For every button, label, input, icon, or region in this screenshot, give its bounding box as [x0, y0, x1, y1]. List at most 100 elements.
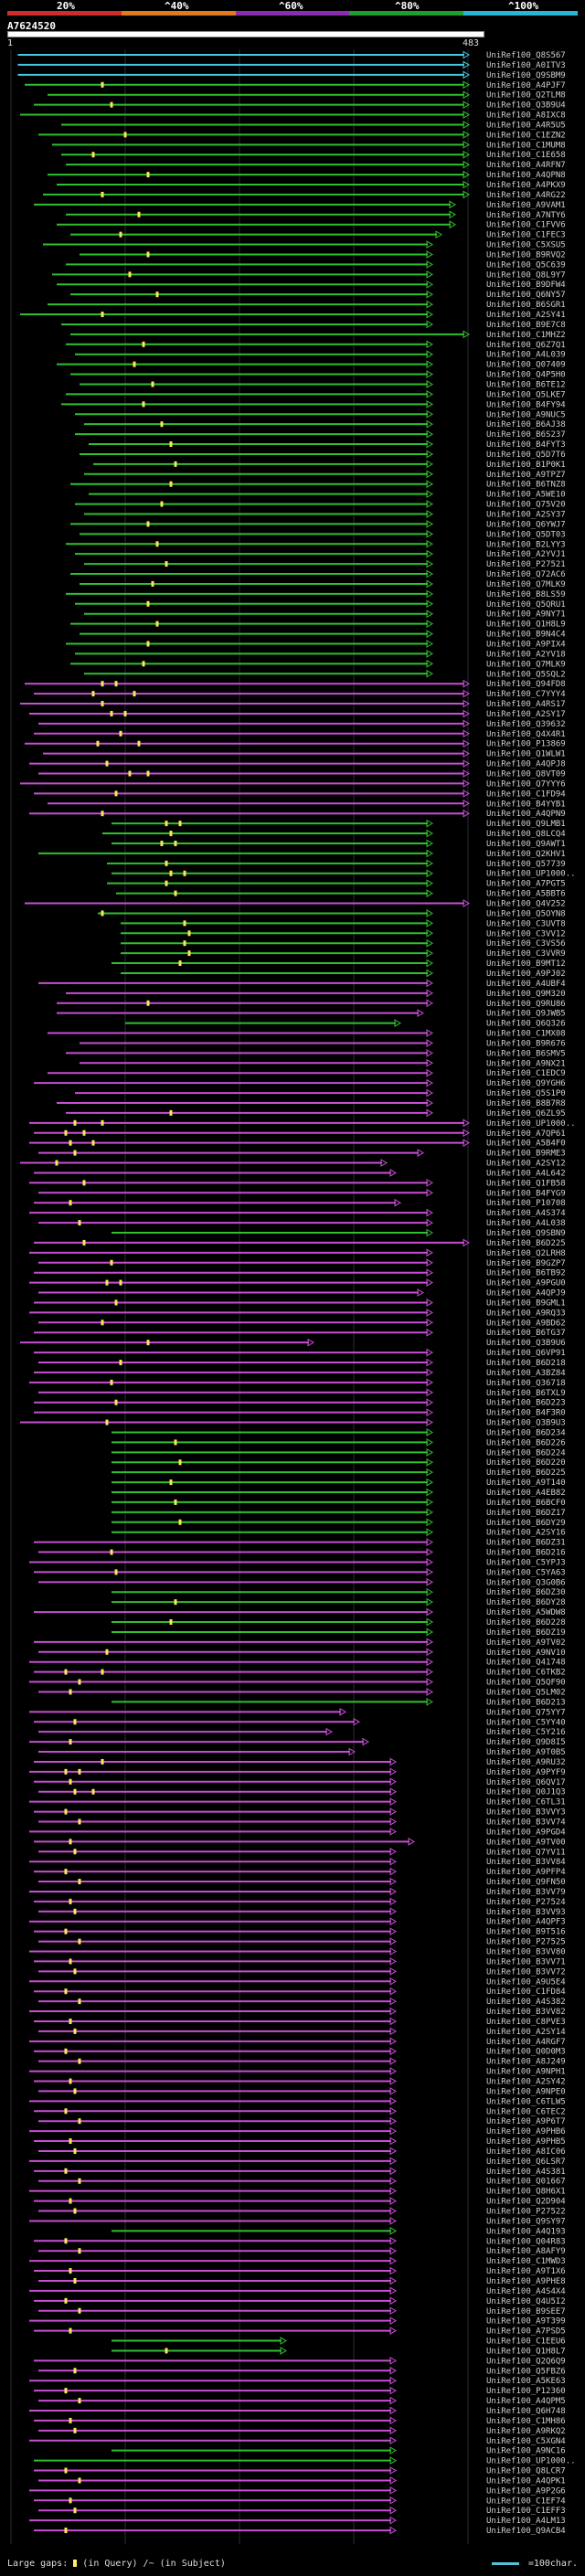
- hit-label[interactable]: UniRef100_A4QPN9: [486, 810, 566, 819]
- hit-row[interactable]: UniRef100_B6D216: [38, 1548, 566, 1558]
- hit-label[interactable]: UniRef100_A5WDW8: [486, 1608, 566, 1617]
- hit-label[interactable]: UniRef100_A4RG22: [486, 191, 566, 200]
- hit-label[interactable]: UniRef100_Q39632: [486, 720, 566, 729]
- hit-row[interactable]: UniRef100_A9P2G6: [29, 2486, 566, 2496]
- hit-label[interactable]: UniRef100_B6S237: [486, 430, 566, 440]
- hit-row[interactable]: UniRef100_A2SY17: [29, 709, 566, 719]
- hit-row[interactable]: UniRef100_Q8VT09: [38, 769, 566, 779]
- hit-row[interactable]: UniRef100_Q2KHV1: [38, 849, 566, 859]
- hit-label[interactable]: UniRef100_A7QP61: [486, 1129, 566, 1139]
- hit-row[interactable]: UniRef100_B9GML1: [34, 1299, 566, 1308]
- hit-row[interactable]: UniRef100_Q9SBN9: [112, 1228, 566, 1238]
- hit-row[interactable]: UniRef100_A2SY12: [20, 1159, 566, 1169]
- hit-row[interactable]: UniRef100_A9TPZ7: [84, 470, 566, 480]
- hit-label[interactable]: UniRef100_C1EF74: [486, 2496, 566, 2506]
- hit-row[interactable]: UniRef100_A9TV00: [34, 1837, 566, 1847]
- hit-row[interactable]: UniRef100_Q9ACB4: [34, 2526, 566, 2536]
- hit-label[interactable]: UniRef100_B6TE12: [486, 380, 566, 389]
- hit-label[interactable]: UniRef100_Q9ACB4: [486, 2527, 566, 2536]
- hit-row[interactable]: UniRef100_B4FY94: [61, 399, 566, 409]
- hit-label[interactable]: UniRef100_Q75YY7: [486, 1708, 566, 1717]
- hit-label[interactable]: UniRef100_A4QPK1: [486, 2476, 566, 2486]
- hit-label[interactable]: UniRef100_B9N4C4: [486, 631, 566, 640]
- hit-label[interactable]: UniRef100_B9RVQ2: [486, 250, 566, 260]
- hit-row[interactable]: UniRef100_B8LS59: [66, 589, 566, 599]
- hit-label[interactable]: UniRef100_Q9M320: [486, 990, 566, 999]
- hit-row[interactable]: UniRef100_Q9SY97: [29, 2217, 566, 2226]
- hit-row[interactable]: UniRef100_Q57739: [107, 859, 566, 869]
- hit-label[interactable]: UniRef100_Q72AC6: [486, 570, 566, 579]
- hit-label[interactable]: UniRef100_A5BBT6: [486, 890, 566, 899]
- hit-label[interactable]: UniRef100_B8B7R8: [486, 1099, 566, 1108]
- hit-row[interactable]: UniRef100_P13869: [25, 739, 566, 749]
- hit-row[interactable]: UniRef100_A9NUC5: [75, 409, 566, 419]
- hit-row[interactable]: UniRef100_UP1000..: [29, 1118, 576, 1129]
- hit-row[interactable]: UniRef100_P12360: [34, 2386, 566, 2396]
- hit-label[interactable]: UniRef100_C1FVV6: [486, 221, 566, 230]
- hit-label[interactable]: UniRef100_A9T140: [486, 1479, 566, 1488]
- hit-label[interactable]: UniRef100_Q5LKE7: [486, 390, 566, 399]
- hit-row[interactable]: UniRef100_A4QPN8: [48, 170, 566, 180]
- hit-label[interactable]: UniRef100_B6DZ31: [486, 1539, 566, 1548]
- hit-label[interactable]: UniRef100_UP1000..: [486, 1119, 576, 1129]
- hit-row[interactable]: UniRef100_A9PIX4: [66, 640, 566, 649]
- hit-label[interactable]: UniRef100_A4R5U5: [486, 121, 566, 130]
- hit-row[interactable]: UniRef100_Q5LKE7: [66, 390, 566, 399]
- hit-row[interactable]: UniRef100_Q39632: [38, 719, 566, 729]
- hit-label[interactable]: UniRef100_A9P2G6: [486, 2486, 566, 2496]
- hit-row[interactable]: UniRef100_Q6H748: [29, 2406, 566, 2416]
- hit-label[interactable]: UniRef100_Q9SBM9: [486, 71, 566, 80]
- hit-row[interactable]: UniRef100_A9NY71: [84, 610, 566, 620]
- hit-row[interactable]: UniRef100_C1EEU6: [112, 2337, 566, 2347]
- hit-row[interactable]: UniRef100_Q5SQL2: [84, 669, 566, 679]
- hit-row[interactable]: UniRef100_B8B7R8: [57, 1098, 566, 1108]
- hit-row[interactable]: UniRef100_A9PGU0: [29, 1278, 566, 1288]
- hit-label[interactable]: UniRef100_B9MT12: [486, 959, 566, 969]
- hit-label[interactable]: UniRef100_B3VV80: [486, 1948, 566, 1957]
- hit-label[interactable]: UniRef100_Q8LCQ4: [486, 830, 566, 839]
- hit-label[interactable]: UniRef100_Q8VT09: [486, 770, 566, 779]
- hit-row[interactable]: UniRef100_Q0D0M3: [34, 2047, 566, 2057]
- hit-row[interactable]: UniRef100_B3VV72: [38, 1966, 566, 1977]
- hit-row[interactable]: UniRef100_A7QP61: [34, 1129, 566, 1139]
- hit-label[interactable]: UniRef100_A4LM13: [486, 2517, 566, 2526]
- hit-row[interactable]: UniRef100_B6D224: [112, 1447, 566, 1458]
- hit-row[interactable]: UniRef100_Q9SBM9: [17, 70, 566, 80]
- hit-label[interactable]: UniRef100_A9NPH1: [486, 2068, 566, 2077]
- hit-row[interactable]: UniRef100_C1FVV6: [57, 220, 566, 230]
- hit-label[interactable]: UniRef100_A9RU32: [486, 1758, 566, 1767]
- hit-row[interactable]: UniRef100_A2YVJ1: [75, 549, 566, 559]
- hit-row[interactable]: UniRef100_B9RME3: [38, 1149, 566, 1159]
- hit-row[interactable]: UniRef100_Q8H6X1: [29, 2187, 566, 2197]
- hit-label[interactable]: UniRef100_C5YA63: [486, 1568, 566, 1577]
- hit-label[interactable]: UniRef100_A4QPN8: [486, 171, 566, 180]
- hit-row[interactable]: UniRef100_Q1FB58: [29, 1179, 566, 1188]
- hit-label[interactable]: UniRef100_C1FD84: [486, 1988, 566, 1997]
- hit-label[interactable]: UniRef100_Q8L9Y7: [486, 270, 566, 280]
- hit-label[interactable]: UniRef100_A2SY12: [486, 1160, 566, 1169]
- hit-label[interactable]: UniRef100_B4FYT3: [486, 440, 566, 450]
- hit-row[interactable]: UniRef100_B9MT12: [112, 959, 566, 969]
- hit-row[interactable]: UniRef100_A9PYF9: [29, 1767, 566, 1777]
- hit-label[interactable]: UniRef100_A2SY41: [486, 311, 566, 320]
- hit-row[interactable]: UniRef100_B3VV80: [29, 1947, 566, 1957]
- hit-row[interactable]: UniRef100_B6TG37: [34, 1328, 566, 1338]
- hit-label[interactable]: UniRef100_A9T1X6: [486, 2267, 566, 2276]
- hit-label[interactable]: UniRef100_Q6ZL95: [486, 1109, 566, 1118]
- hit-label[interactable]: UniRef100_A9NY71: [486, 610, 566, 620]
- hit-row[interactable]: UniRef100_C1MHZ2: [70, 330, 566, 340]
- hit-label[interactable]: UniRef100_B6AJ38: [486, 420, 566, 429]
- hit-row[interactable]: UniRef100_A9BD62: [38, 1318, 566, 1328]
- hit-label[interactable]: UniRef100_A9RKQ2: [486, 2427, 566, 2436]
- hit-label[interactable]: UniRef100_B9GML1: [486, 1299, 566, 1308]
- hit-row[interactable]: UniRef100_Q75V20: [75, 500, 566, 510]
- hit-row[interactable]: UniRef100_C6TKB2: [34, 1668, 566, 1678]
- hit-row[interactable]: UniRef100_A5B4F0: [29, 1139, 566, 1149]
- hit-label[interactable]: UniRef100_A9TV00: [486, 1838, 566, 1847]
- hit-label[interactable]: UniRef100_B6DZ30: [486, 1588, 566, 1597]
- hit-row[interactable]: UniRef100_C1FD94: [34, 789, 566, 799]
- hit-row[interactable]: UniRef100_C3VS56: [121, 938, 566, 949]
- hit-row[interactable]: UniRef100_C5XSU5: [43, 240, 566, 250]
- hit-label[interactable]: UniRef100_A4S382: [486, 1998, 566, 2007]
- hit-label[interactable]: UniRef100_Q1WLW1: [486, 750, 566, 759]
